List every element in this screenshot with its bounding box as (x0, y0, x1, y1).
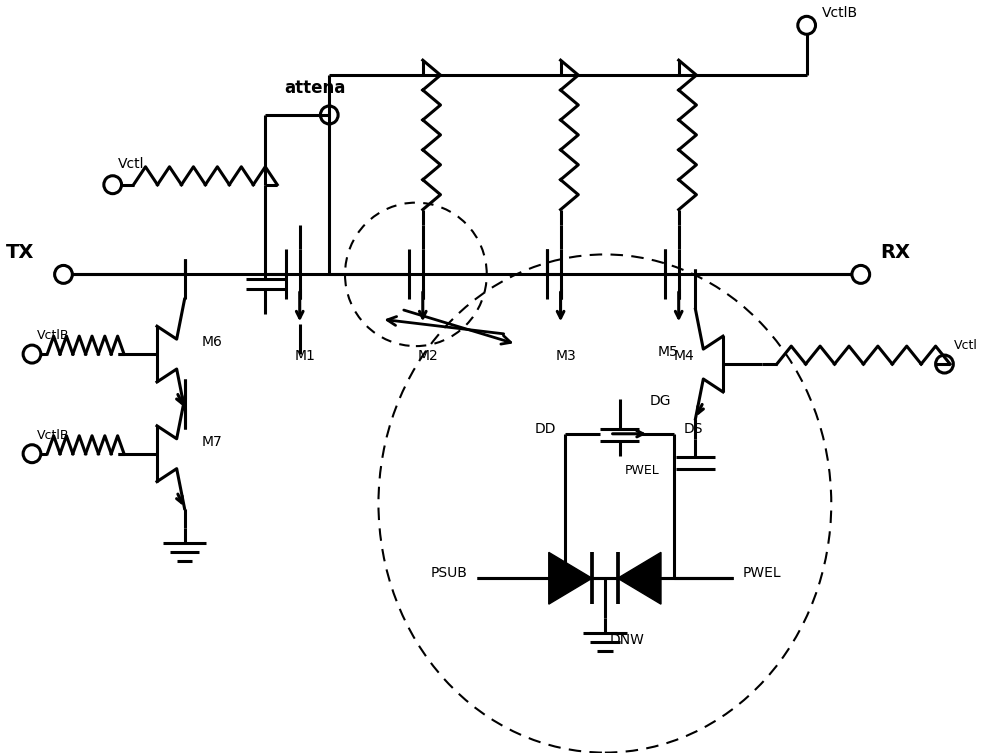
Text: attena: attena (284, 79, 345, 97)
Text: M5: M5 (658, 345, 679, 359)
Text: PSUB: PSUB (430, 566, 467, 581)
Text: DNW: DNW (610, 633, 645, 647)
Text: TX: TX (6, 244, 34, 262)
Text: M1: M1 (295, 349, 316, 363)
Text: M7: M7 (201, 435, 222, 449)
Text: PWEL: PWEL (743, 566, 781, 581)
Polygon shape (618, 553, 661, 604)
Text: DS: DS (684, 421, 703, 436)
Polygon shape (549, 553, 592, 604)
Text: DD: DD (534, 421, 556, 436)
Text: Vctl: Vctl (118, 157, 144, 170)
Text: RX: RX (880, 244, 910, 262)
Text: VctlB: VctlB (821, 6, 858, 20)
Text: M4: M4 (674, 349, 695, 363)
Text: VctlB: VctlB (37, 429, 69, 442)
Text: M3: M3 (556, 349, 576, 363)
Text: M2: M2 (418, 349, 439, 363)
Text: Vctl: Vctl (954, 339, 978, 352)
Text: PWEL: PWEL (625, 464, 659, 477)
Text: DG: DG (649, 394, 671, 408)
Text: M6: M6 (201, 335, 222, 349)
Text: VctlB: VctlB (37, 329, 69, 342)
